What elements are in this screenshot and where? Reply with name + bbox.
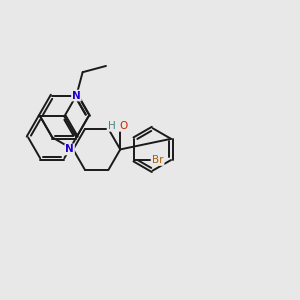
Text: O: O [119,121,127,131]
Text: Br: Br [152,155,164,165]
Text: H: H [108,121,115,131]
Text: N: N [72,91,81,100]
Text: N: N [65,144,74,154]
